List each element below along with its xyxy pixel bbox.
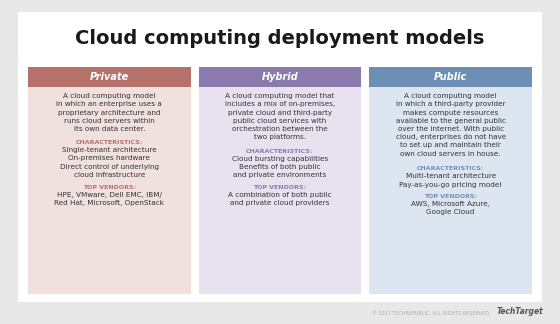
Bar [370,67,532,87]
Text: A cloud computing model that
includes a mix of on-premises,
private cloud and th: A cloud computing model that includes a … [225,93,335,140]
Text: TOP VENDORS:: TOP VENDORS: [424,194,477,199]
Text: Public: Public [434,72,467,82]
Text: HPE, VMware, Dell EMC, IBM/
Red Hat, Microsoft, OpenStack: HPE, VMware, Dell EMC, IBM/ Red Hat, Mic… [54,192,164,206]
Text: Hybrid: Hybrid [262,72,298,82]
Text: Single-tenant architecture
On-premises hardware
Direct control of underlying
clo: Single-tenant architecture On-premises h… [60,147,159,178]
Text: TOP VENDORS:: TOP VENDORS: [253,185,307,190]
Text: AWS, Microsoft Azure,
Google Cloud: AWS, Microsoft Azure, Google Cloud [411,201,490,215]
Text: A cloud computing model
in which an enterprise uses a
proprietary architecture a: A cloud computing model in which an ente… [57,93,162,132]
Text: Private: Private [90,72,129,82]
Text: CHARACTERISTICS:: CHARACTERISTICS: [246,149,314,154]
Text: TOP VENDORS:: TOP VENDORS: [83,185,136,190]
Bar [370,67,532,294]
Text: CHARACTERISTICS:: CHARACTERISTICS: [76,140,143,145]
Bar [28,67,190,294]
Text: TechTarget: TechTarget [496,307,543,316]
Text: Cloud bursting capabilities
Benefits of both public
and private environments: Cloud bursting capabilities Benefits of … [232,156,328,178]
Text: Multi-tenant architecture
Pay-as-you-go pricing model: Multi-tenant architecture Pay-as-you-go … [399,173,502,188]
Text: A cloud computing model
in which a third-party provider
makes compute resources
: A cloud computing model in which a third… [395,93,506,157]
Bar [199,67,361,87]
Text: Cloud computing deployment models: Cloud computing deployment models [75,29,485,48]
Bar [28,67,190,87]
Bar [18,12,542,302]
Text: © 2017 TECHREPUBLIC, ALL RIGHTS RESERVED.: © 2017 TECHREPUBLIC, ALL RIGHTS RESERVED… [372,311,490,316]
Text: CHARACTERISTICS:: CHARACTERISTICS: [417,167,484,171]
Text: A combination of both public
and private cloud providers: A combination of both public and private… [228,192,332,206]
Bar [199,67,361,294]
